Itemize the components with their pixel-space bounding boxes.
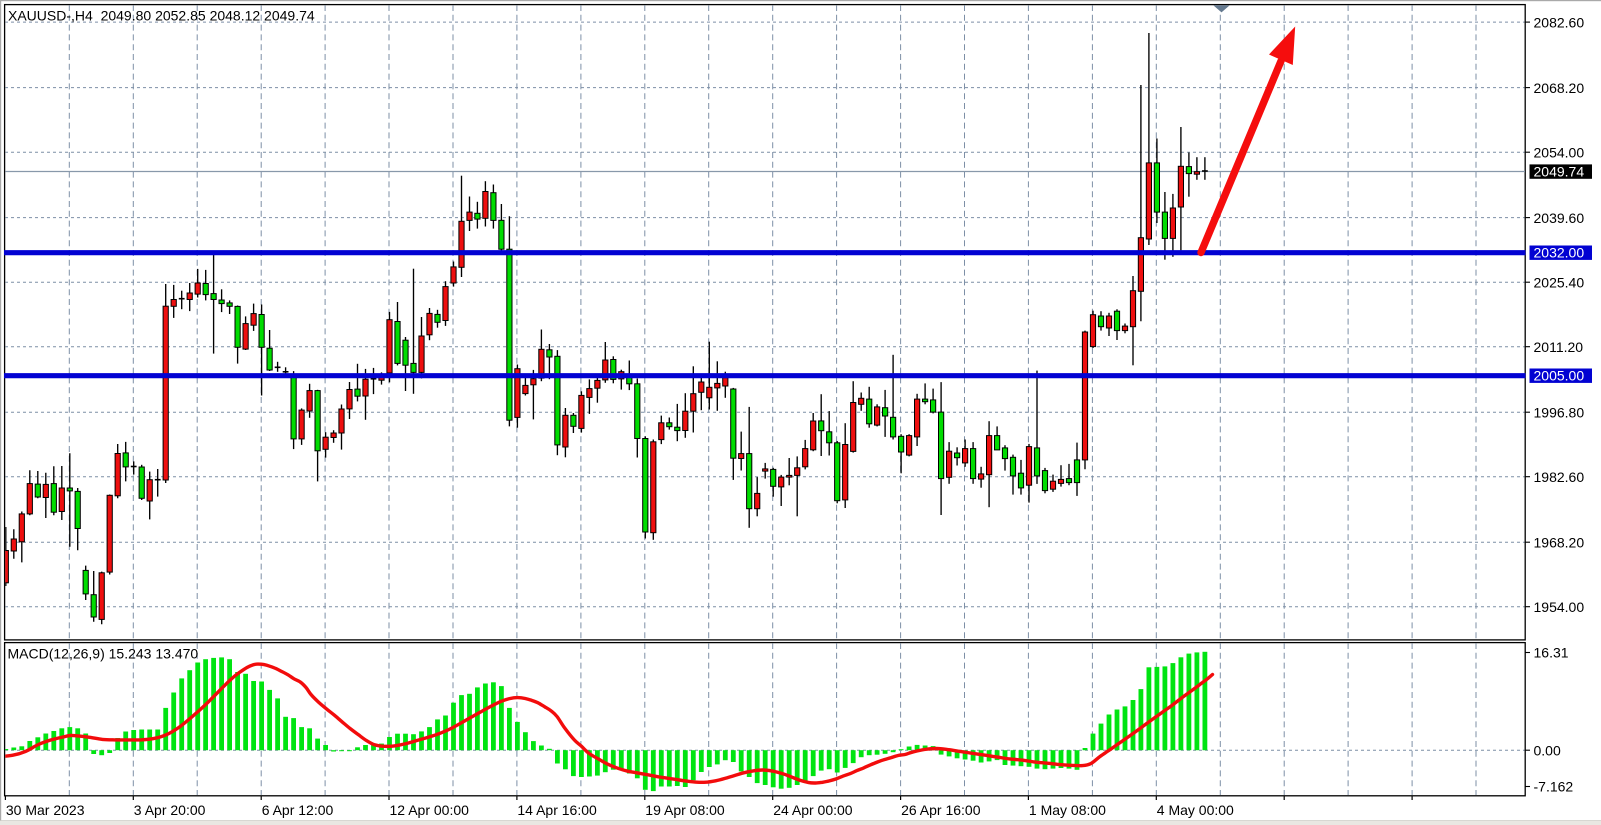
svg-text:2068.20: 2068.20	[1534, 80, 1585, 96]
svg-text:2011.20: 2011.20	[1534, 339, 1584, 355]
svg-text:2082.60: 2082.60	[1534, 14, 1585, 30]
svg-text:1982.60: 1982.60	[1534, 469, 1585, 485]
svg-text:-7.162: -7.162	[1534, 779, 1574, 795]
svg-text:30 Mar 2023: 30 Mar 2023	[6, 802, 85, 818]
svg-text:MACD(12,26,9) 15.243 13.470: MACD(12,26,9) 15.243 13.470	[8, 646, 199, 662]
svg-text:1954.00: 1954.00	[1534, 599, 1585, 615]
svg-text:2025.40: 2025.40	[1534, 274, 1585, 290]
svg-text:6 Apr 12:00: 6 Apr 12:00	[262, 802, 334, 818]
svg-text:0.00: 0.00	[1534, 742, 1561, 758]
svg-text:24 Apr 00:00: 24 Apr 00:00	[773, 802, 853, 818]
svg-text:1968.20: 1968.20	[1534, 534, 1585, 550]
svg-text:2005.00: 2005.00	[1534, 368, 1585, 384]
svg-text:14 Apr 16:00: 14 Apr 16:00	[517, 802, 597, 818]
svg-text:4 May 00:00: 4 May 00:00	[1157, 802, 1234, 818]
svg-text:1996.80: 1996.80	[1534, 404, 1585, 420]
svg-text:XAUUSD-,H4 2049.80 2052.85 20: XAUUSD-,H4 2049.80 2052.85 2048.12 2049.…	[8, 8, 315, 24]
svg-text:16.31: 16.31	[1534, 645, 1569, 661]
svg-text:1 May 08:00: 1 May 08:00	[1029, 802, 1106, 818]
svg-text:26 Apr 16:00: 26 Apr 16:00	[901, 802, 981, 818]
svg-text:3 Apr 20:00: 3 Apr 20:00	[134, 802, 206, 818]
svg-text:19 Apr 08:00: 19 Apr 08:00	[645, 802, 725, 818]
svg-text:2054.00: 2054.00	[1534, 144, 1585, 160]
svg-text:2039.60: 2039.60	[1534, 210, 1585, 226]
svg-text:2032.00: 2032.00	[1534, 245, 1585, 261]
svg-text:2049.74: 2049.74	[1534, 164, 1585, 180]
svg-text:12 Apr 00:00: 12 Apr 00:00	[390, 802, 470, 818]
